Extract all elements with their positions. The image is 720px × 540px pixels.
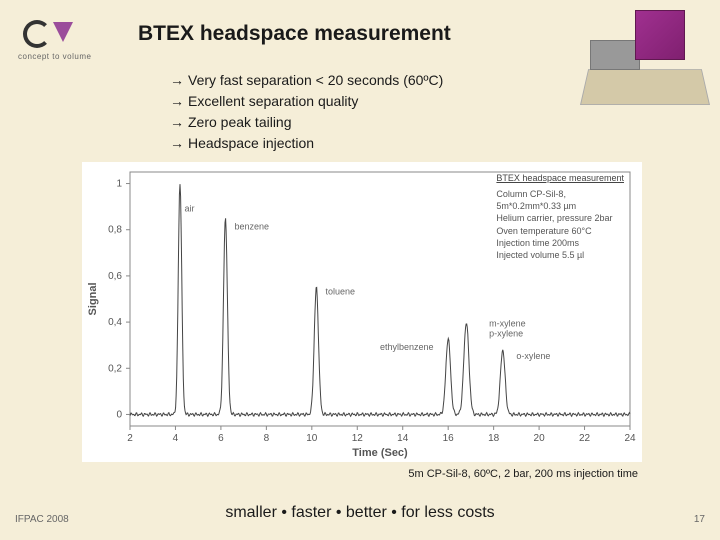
svg-text:0,4: 0,4 [108,317,122,328]
chart-caption: 5m CP-Sil-8, 60ºC, 2 bar, 200 ms injecti… [408,468,638,480]
svg-text:ethylbenzene: ethylbenzene [380,342,434,352]
svg-text:p-xylene: p-xylene [489,329,523,339]
chart-info-line: Oven temperature 60°C [496,225,624,237]
chart-info-line: 5m*0.2mm*0.33 µm [496,200,624,212]
svg-text:2: 2 [127,433,133,444]
logo-mark [23,18,78,50]
page-number: 17 [694,514,705,525]
svg-text:22: 22 [579,433,591,444]
page-title: BTEX headspace measurement [138,22,451,46]
chart-info-line: Column CP-Sil-8, [496,188,624,200]
chart-info-line: Helium carrier, pressure 2bar [496,212,624,224]
bullet-item: →Zero peak tailing [170,112,443,133]
svg-text:18: 18 [488,433,500,444]
svg-text:Signal: Signal [87,282,99,315]
svg-text:0,2: 0,2 [108,363,122,374]
svg-text:Time (Sec): Time (Sec) [352,447,408,459]
svg-text:8: 8 [264,433,270,444]
chart-info-box: BTEX headspace measurement Column CP-Sil… [496,172,624,261]
svg-text:air: air [185,203,195,213]
svg-text:10: 10 [306,433,318,444]
bullet-item: →Very fast separation < 20 seconds (60ºC… [170,70,443,91]
svg-text:6: 6 [218,433,224,444]
svg-text:benzene: benzene [235,222,270,232]
svg-text:o-xylene: o-xylene [516,351,550,361]
svg-text:4: 4 [173,433,179,444]
svg-text:12: 12 [352,433,364,444]
svg-text:0,8: 0,8 [108,225,122,236]
bullet-list: →Very fast separation < 20 seconds (60ºC… [170,70,443,154]
footer-tagline: smaller • faster • better • for less cos… [0,504,720,522]
device-photo [580,5,710,105]
bullet-item: →Headspace injection [170,133,443,154]
svg-text:24: 24 [624,433,636,444]
bullet-item: →Excellent separation quality [170,91,443,112]
chart-info-line: Injection time 200ms [496,237,624,249]
svg-text:14: 14 [397,433,409,444]
svg-text:0: 0 [116,409,122,420]
svg-text:0,6: 0,6 [108,271,122,282]
svg-text:16: 16 [443,433,455,444]
logo-tagline: concept to volume [18,52,91,61]
svg-text:toluene: toluene [325,286,355,296]
logo: concept to volume [18,18,113,68]
svg-text:20: 20 [534,433,546,444]
chart-info-line: Injected volume 5.5 µl [496,249,624,261]
chart-info-header: BTEX headspace measurement [496,172,624,184]
svg-text:1: 1 [116,179,122,190]
svg-text:m-xylene: m-xylene [489,319,526,329]
